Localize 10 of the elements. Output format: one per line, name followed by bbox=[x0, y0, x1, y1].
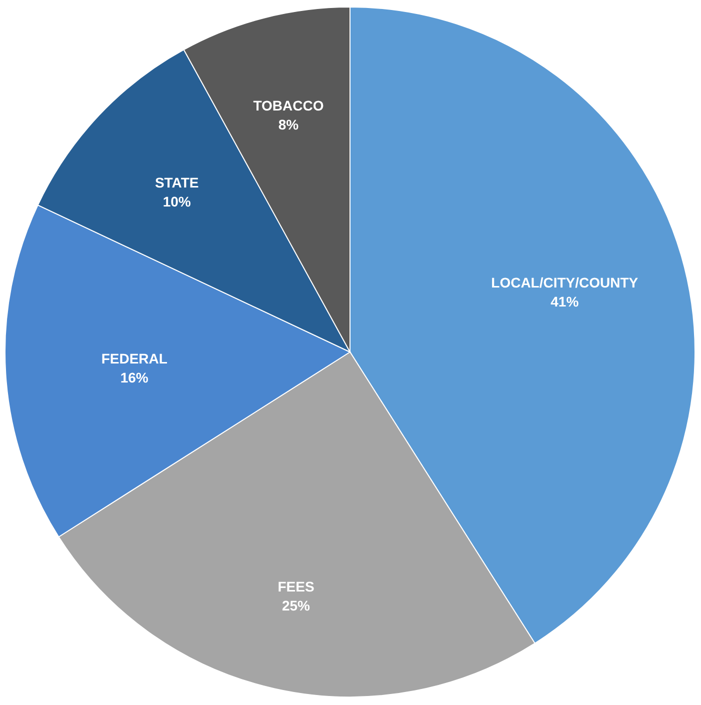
data-label: 16% bbox=[120, 370, 149, 386]
slice-label: STATE bbox=[154, 174, 199, 190]
data-label: 25% bbox=[282, 598, 311, 614]
data-label: 10% bbox=[162, 193, 192, 210]
slice-label: FEES bbox=[278, 578, 314, 595]
slice-label: FEDERAL bbox=[101, 350, 168, 367]
slice-label: TOBACCO bbox=[253, 97, 324, 114]
data-label: 41% bbox=[550, 294, 580, 310]
slice-label: LOCAL/CITY/COUNTY bbox=[491, 274, 639, 291]
data-label: 8% bbox=[278, 116, 300, 132]
